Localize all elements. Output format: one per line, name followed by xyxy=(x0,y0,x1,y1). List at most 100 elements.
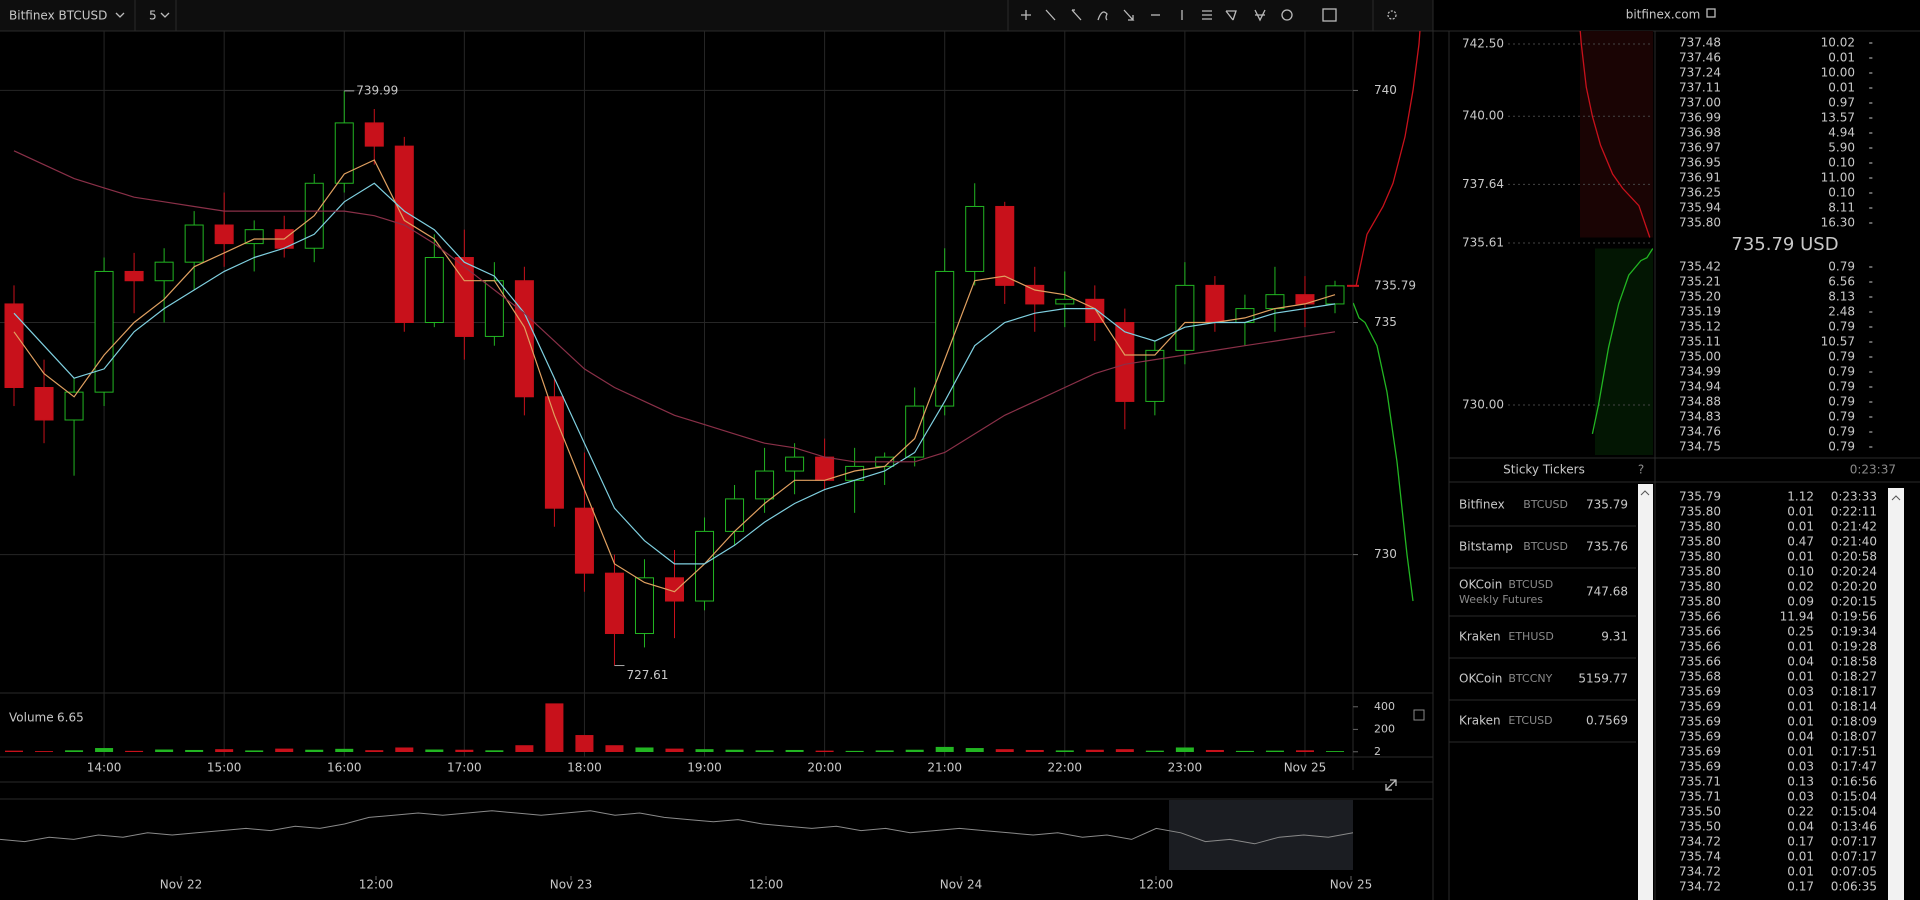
scroll-up[interactable] xyxy=(1640,490,1650,496)
ticker-exchange: OKCoin xyxy=(1459,578,1502,592)
book-total: - xyxy=(1869,395,1873,409)
close-volume-button[interactable] xyxy=(1413,709,1425,721)
volume-bar xyxy=(305,749,324,752)
candle-body xyxy=(1085,298,1105,324)
fullscreen-button[interactable] xyxy=(1385,779,1397,791)
trade-price: 735.80 xyxy=(1679,505,1721,519)
candle-body xyxy=(1145,349,1165,402)
ticker-exchange: Kraken xyxy=(1459,630,1501,644)
trade-amount: 0.22 xyxy=(1787,805,1814,819)
navigator-window[interactable] xyxy=(1169,800,1353,870)
book-price: 736.25 xyxy=(1679,186,1721,200)
volume-tick-label: 2 xyxy=(1374,745,1381,758)
depth-tick-label: 730.00 xyxy=(1462,398,1504,412)
book-price: 736.98 xyxy=(1679,126,1721,140)
trade-price: 735.69 xyxy=(1679,745,1721,759)
book-price: 734.94 xyxy=(1679,380,1721,394)
trade-time: 0:15:04 xyxy=(1831,805,1877,819)
dynamic-layer: 14:00 15:00 16:00 17:00 18:00 19:00 20:00 21:00… xyxy=(0,31,1877,894)
trade-time: 0:21:42 xyxy=(1831,520,1877,534)
depth-ask-bg xyxy=(1580,31,1653,238)
volume-bar xyxy=(1115,749,1134,752)
x-tick-label: 23:00 xyxy=(1168,761,1203,775)
volume-bar xyxy=(395,747,414,752)
interval-chevron[interactable] xyxy=(160,12,170,18)
book-amount: 8.11 xyxy=(1828,201,1855,215)
trade-time: 0:23:33 xyxy=(1831,490,1877,504)
candle-body xyxy=(484,280,504,337)
candle-body xyxy=(965,205,985,272)
trade-price: 735.80 xyxy=(1679,565,1721,579)
volume-bar xyxy=(65,750,84,752)
book-amount: 0.79 xyxy=(1828,260,1855,274)
book-total: - xyxy=(1869,201,1873,215)
candle-body xyxy=(634,577,654,635)
book-total: - xyxy=(1869,126,1873,140)
trade-price: 735.80 xyxy=(1679,520,1721,534)
site-link[interactable]: bitfinex.com xyxy=(1626,8,1701,22)
volume-bar xyxy=(725,749,744,752)
book-total: - xyxy=(1869,156,1873,170)
book-price: 735.00 xyxy=(1679,350,1721,364)
navigator-tick-label: Nov 23 xyxy=(550,878,593,892)
tickers-help[interactable]: ? xyxy=(1638,463,1644,477)
line-tool[interactable] xyxy=(1045,9,1056,21)
external-link-icon[interactable] xyxy=(1706,8,1716,18)
trade-time: 0:21:40 xyxy=(1831,535,1877,549)
candle-body xyxy=(424,257,444,324)
trade-time: 0:20:20 xyxy=(1831,580,1877,594)
tickers-scrollbar[interactable] xyxy=(1638,484,1653,900)
book-amount: 8.13 xyxy=(1828,290,1855,304)
trade-price: 735.69 xyxy=(1679,700,1721,714)
crosshair-tool[interactable] xyxy=(1021,10,1031,20)
volume-bar xyxy=(815,750,834,752)
candle-body xyxy=(995,205,1015,286)
volume-bar xyxy=(365,750,384,752)
trade-time: 0:17:47 xyxy=(1831,760,1877,774)
fib-tool[interactable] xyxy=(1202,10,1212,20)
trade-time: 0:07:17 xyxy=(1831,835,1877,849)
calendar-button[interactable] xyxy=(1322,8,1337,22)
book-price: 735.12 xyxy=(1679,320,1721,334)
volume-bar xyxy=(665,748,684,752)
ray-tool[interactable] xyxy=(1071,9,1082,21)
book-price: 737.24 xyxy=(1679,66,1721,80)
curve-tool[interactable] xyxy=(1097,11,1108,21)
gann-tool[interactable] xyxy=(1254,9,1266,22)
trade-price: 735.80 xyxy=(1679,535,1721,549)
ellipse-tool[interactable] xyxy=(1281,9,1293,21)
settings-button[interactable] xyxy=(1387,10,1397,20)
book-price: 737.48 xyxy=(1679,36,1721,50)
candle-body xyxy=(154,261,174,282)
trade-price: 735.74 xyxy=(1679,850,1721,864)
book-price: 734.76 xyxy=(1679,425,1721,439)
book-amount: 0.79 xyxy=(1828,350,1855,364)
pitchfork-tool[interactable] xyxy=(1225,10,1237,21)
trade-time: 0:18:14 xyxy=(1831,700,1877,714)
book-amount: 0.79 xyxy=(1828,440,1855,454)
candle-body xyxy=(394,145,414,324)
moving-average xyxy=(13,150,1336,463)
trades-scrollbar[interactable] xyxy=(1888,488,1904,900)
navigator-tick-label: 12:00 xyxy=(359,878,394,892)
x-tick-label: 19:00 xyxy=(687,761,722,775)
symbol-selector[interactable]: Bitfinex BTCUSD xyxy=(9,9,107,23)
scroll-up[interactable] xyxy=(1891,495,1901,501)
trade-time: 0:15:04 xyxy=(1831,790,1877,804)
x-tick-label: 22:00 xyxy=(1047,761,1082,775)
last-price-label: 735.79 xyxy=(1374,278,1416,292)
ticker-price: 735.79 xyxy=(1586,498,1628,512)
book-total: - xyxy=(1869,335,1873,349)
candle-body xyxy=(604,572,624,635)
ticker-note: Weekly Futures xyxy=(1459,593,1543,606)
candle-body xyxy=(1115,322,1135,402)
interval-selector[interactable]: 5 xyxy=(149,9,157,23)
volume-tick-label: 200 xyxy=(1374,722,1395,735)
volume-bar xyxy=(905,749,924,752)
trade-amount: 0.25 xyxy=(1787,625,1814,639)
book-amount: 10.57 xyxy=(1821,335,1855,349)
symbol-chevron[interactable] xyxy=(115,12,125,18)
trade-time: 0:18:27 xyxy=(1831,670,1877,684)
arrow-tool[interactable] xyxy=(1123,9,1135,21)
